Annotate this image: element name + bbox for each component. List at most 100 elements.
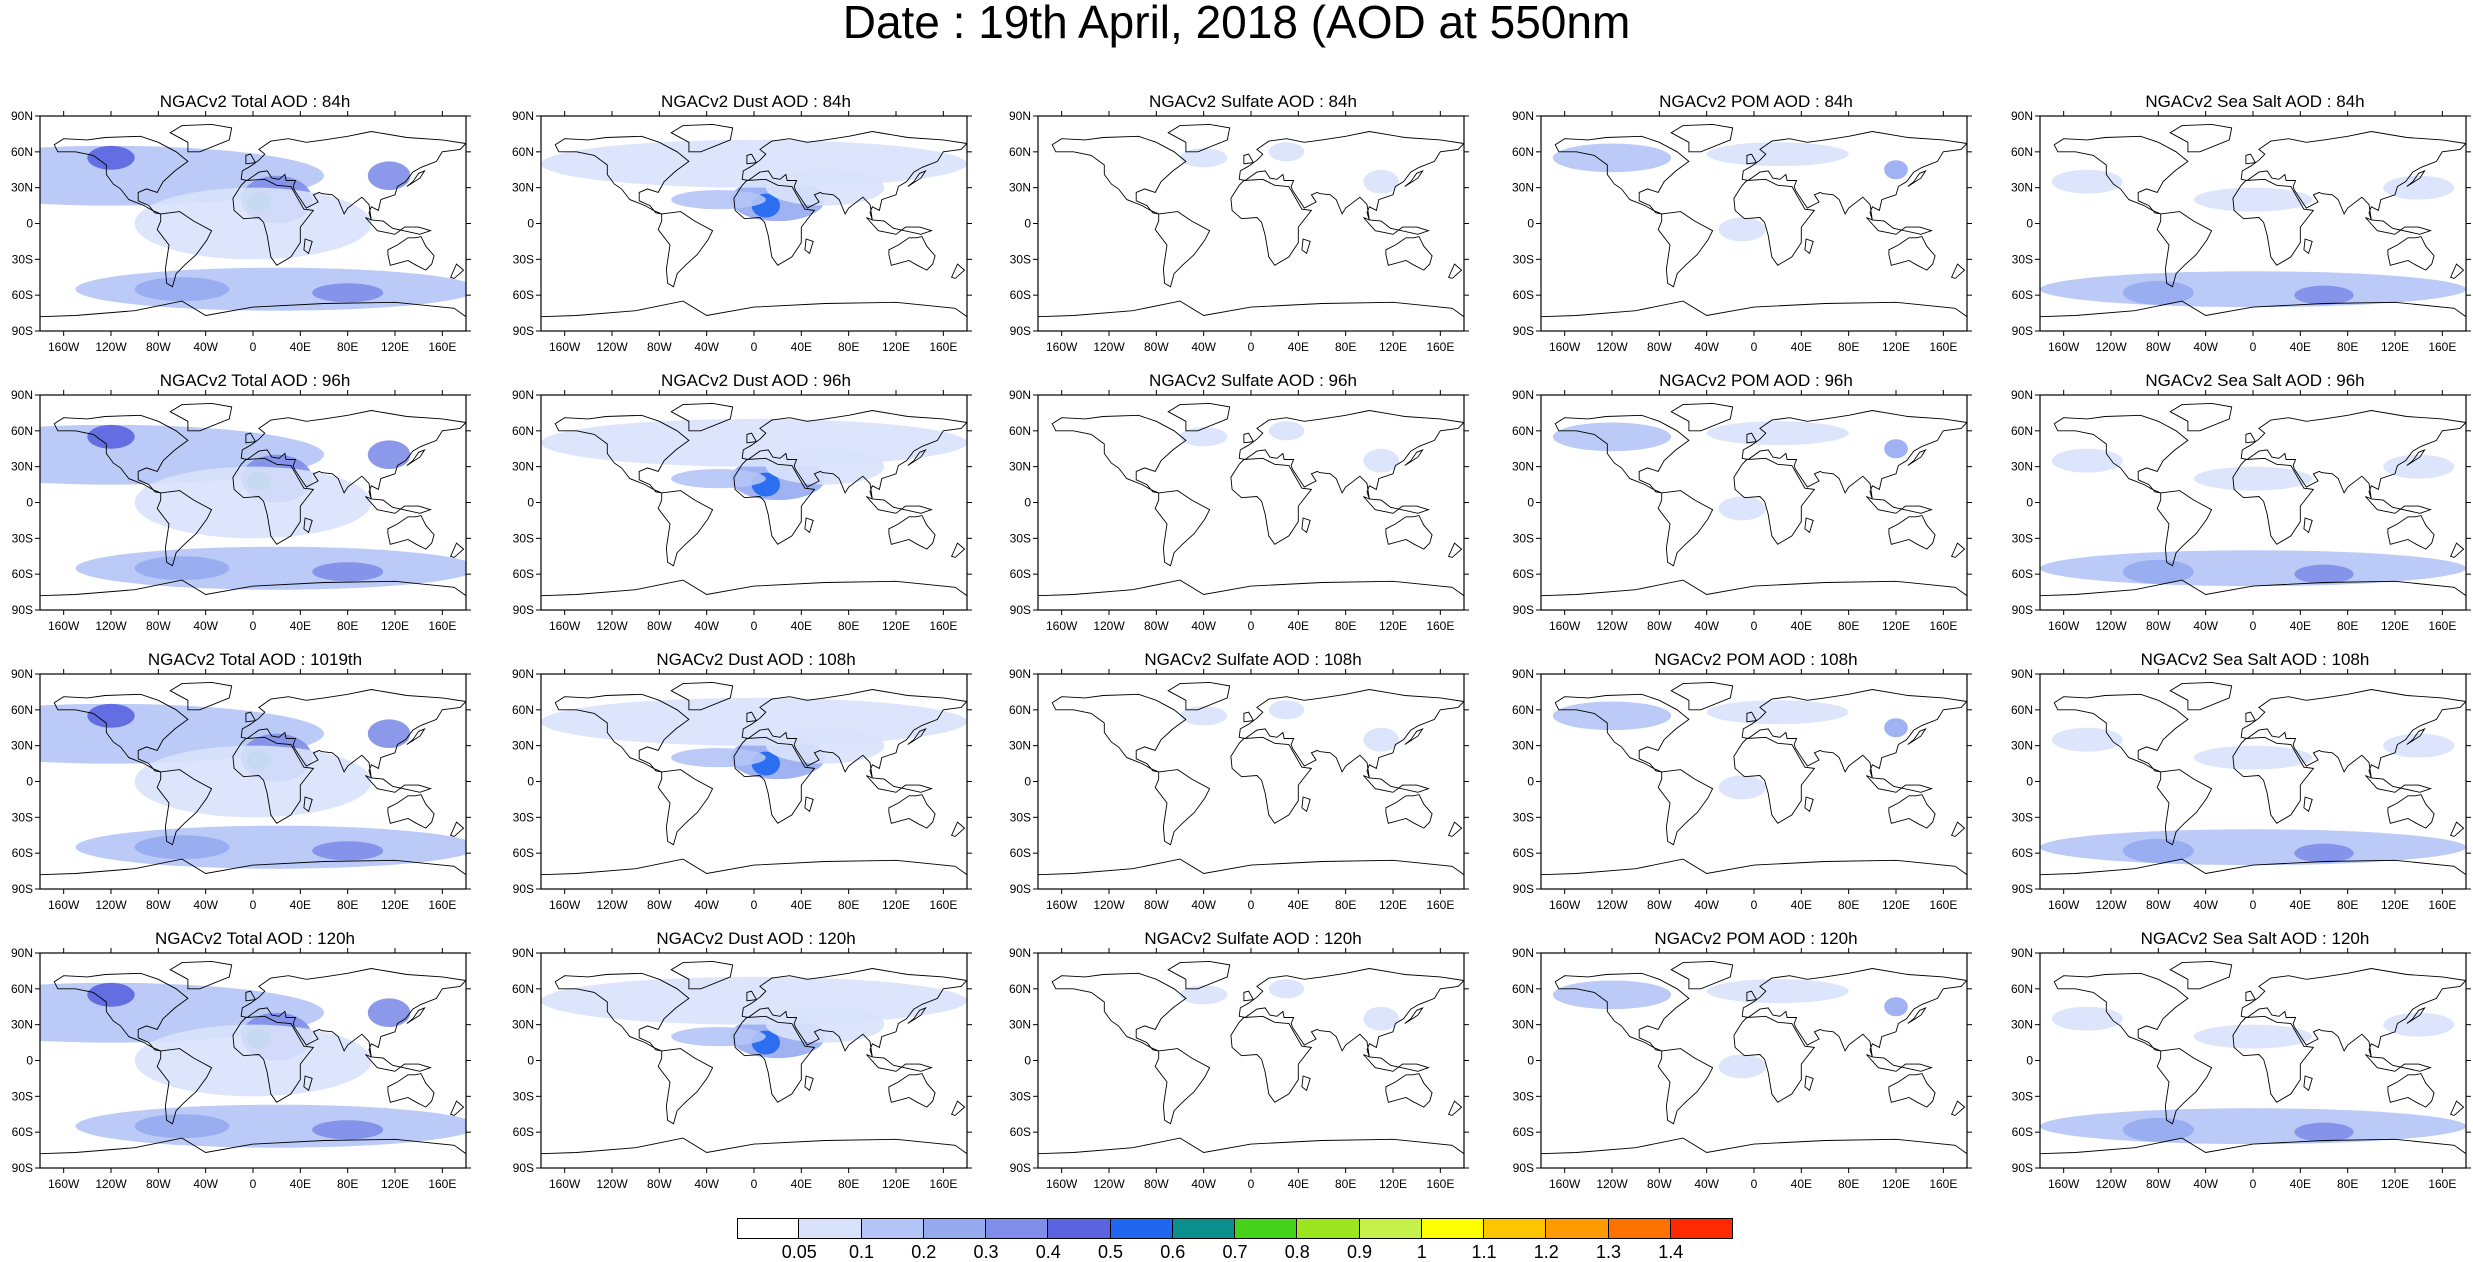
lat-tick-label: 30N [512, 460, 534, 474]
lon-tick-label: 120E [1379, 1177, 1407, 1191]
lon-tick-label: 160E [2428, 1177, 2456, 1191]
colorbar-label: 0.4 [1035, 1242, 1061, 1262]
coastline [53, 414, 189, 494]
coastline [2053, 414, 2189, 494]
lon-tick-label: 160E [428, 1177, 456, 1191]
coastline [866, 496, 933, 514]
lat-tick-label: 30S [1513, 810, 1534, 824]
coastline [1804, 1075, 1814, 1092]
lat-tick-label: 90S [12, 882, 33, 896]
coastline [2040, 579, 2466, 610]
aod-map: 90N 60N 30N 0 30S 60S 90S 160W 120W 80W 40W 0 40E 80E… [512, 388, 972, 633]
coastline [1238, 968, 1464, 1058]
coastline [1385, 515, 1433, 550]
lat-tick-label: 60N [2011, 145, 2033, 159]
lon-tick-label: 120E [882, 619, 910, 633]
lon-tick-label: 40E [1288, 1177, 1309, 1191]
coastline [2040, 1137, 2466, 1168]
coastline [406, 727, 426, 745]
lon-tick-label: 120W [1596, 1177, 1628, 1191]
lat-tick-label: 60S [1513, 567, 1534, 581]
lat-tick-label: 30S [2012, 531, 2033, 545]
lon-tick-label: 0 [2250, 340, 2257, 354]
coastline [1230, 178, 1313, 266]
lat-tick-label: 30N [1512, 739, 1534, 753]
lon-tick-label: 160W [48, 1177, 80, 1191]
map-panel-seasalt-3: NGACv2 Sea Salt AOD : 108h 90N 60N 30N 0 30S 6… [2000, 650, 2473, 920]
colorbar-label: 0.3 [973, 1242, 999, 1262]
coastline [804, 796, 814, 813]
coastline [554, 135, 690, 215]
lat-tick-label: 30N [512, 1018, 534, 1032]
lat-tick-label: 0 [1527, 496, 1534, 510]
lat-tick-label: 30S [1513, 252, 1534, 266]
coastline [733, 736, 816, 824]
lon-tick-label: 40W [2193, 340, 2218, 354]
coastline [2232, 736, 2315, 824]
lon-tick-label: 0 [250, 340, 257, 354]
lon-tick-label: 0 [2250, 1177, 2257, 1191]
lon-tick-label: 120W [1596, 898, 1628, 912]
lon-tick-label: 160E [428, 898, 456, 912]
lat-tick-label: 90S [1010, 1161, 1031, 1175]
aod-map: 90N 60N 30N 0 30S 60S 90S 160W 120W 80W 40W 0 40E 80E… [11, 388, 471, 633]
lat-tick-label: 60S [2012, 1125, 2033, 1139]
coastline [1167, 960, 1231, 990]
lon-tick-label: 160W [48, 619, 80, 633]
lon-tick-label: 40W [193, 619, 218, 633]
coastline [657, 211, 714, 288]
lon-tick-label: 120W [95, 1177, 127, 1191]
lon-tick-label: 80W [1144, 619, 1169, 633]
lat-tick-label: 90N [1512, 109, 1534, 123]
lat-tick-label: 30S [1010, 810, 1031, 824]
lat-tick-label: 60N [512, 145, 534, 159]
lat-tick-label: 90S [1513, 603, 1534, 617]
lat-tick-label: 90S [2012, 603, 2033, 617]
lon-tick-label: 120W [2095, 898, 2127, 912]
coastline [1038, 300, 1464, 331]
coastline [387, 1073, 435, 1108]
coastline [1866, 217, 1933, 235]
colorbar-swatch [799, 1218, 862, 1239]
coastline [365, 217, 432, 235]
coastline [2406, 727, 2426, 745]
colorbar-swatch [1484, 1218, 1547, 1239]
lat-tick-label: 30N [1009, 181, 1031, 195]
lon-tick-label: 40W [1694, 340, 1719, 354]
lat-tick-label: 90N [512, 667, 534, 681]
coastline [1243, 990, 1255, 1002]
lat-tick-label: 30S [2012, 810, 2033, 824]
lat-tick-label: 30S [1010, 252, 1031, 266]
lon-tick-label: 120W [2095, 619, 2127, 633]
lon-tick-label: 40W [2193, 1177, 2218, 1191]
lat-tick-label: 90S [1010, 603, 1031, 617]
lon-tick-label: 80W [647, 898, 672, 912]
coastline [741, 968, 967, 1058]
coastline [950, 1100, 966, 1116]
lat-tick-label: 90N [512, 946, 534, 960]
coastline [1230, 1015, 1313, 1103]
panel-title: NGACv2 Sulfate AOD : 84h [1149, 92, 1357, 111]
lat-tick-label: 30S [513, 252, 534, 266]
lon-tick-label: 80E [1335, 619, 1356, 633]
coastline [1746, 990, 1758, 1002]
coastline [245, 432, 257, 444]
coastline [1447, 821, 1463, 837]
coastline [1670, 681, 1734, 711]
lat-tick-label: 60N [11, 424, 33, 438]
map-panel-pom-1: NGACv2 POM AOD : 84h 90N 60N 30N 0 30S 60S 90S 1… [1501, 92, 2011, 362]
coastline [2387, 515, 2435, 550]
lon-tick-label: 80E [337, 340, 358, 354]
lat-tick-label: 90N [1009, 388, 1031, 402]
lat-tick-label: 60S [12, 1125, 33, 1139]
lat-tick-label: 60S [513, 288, 534, 302]
lat-tick-label: 60S [1513, 1125, 1534, 1139]
coastline [1051, 972, 1187, 1052]
lon-tick-label: 0 [751, 1177, 758, 1191]
coastline [1657, 769, 1714, 846]
coastline [1404, 448, 1424, 466]
lon-tick-label: 160W [549, 619, 581, 633]
aod-map: 90N 60N 30N 0 30S 60S 90S 160W 120W 80W 40W 0 40E 80E… [11, 109, 471, 354]
lat-tick-label: 60S [12, 288, 33, 302]
map-panel-dust-1: NGACv2 Dust AOD : 84h 90N 60N 30N 0 30S 60S 90S… [501, 92, 1011, 362]
